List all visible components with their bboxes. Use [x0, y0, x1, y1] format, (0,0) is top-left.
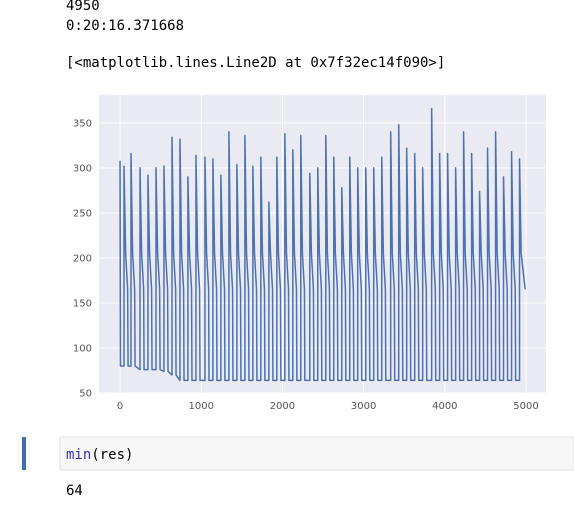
x-tick-label: 2000	[270, 401, 295, 412]
output-repr: [<matplotlib.lines.Line2D at 0x7f32ec14f…	[66, 55, 445, 71]
code: min(res)	[66, 447, 133, 463]
x-tick-label: 4000	[432, 401, 457, 412]
y-tick-label: 300	[73, 163, 92, 174]
y-tick-label: 100	[73, 343, 92, 354]
x-tick-label: 0	[117, 401, 123, 412]
y-tick-label: 250	[73, 208, 92, 219]
code-builtin: min	[66, 447, 91, 463]
x-tick-label: 5000	[513, 401, 538, 412]
data-line	[119, 107, 526, 382]
x-tick-label: 1000	[189, 401, 214, 412]
y-tick-label: 200	[73, 253, 92, 264]
x-tick-label: 3000	[351, 401, 376, 412]
code-cell[interactable]	[59, 436, 574, 471]
output-line: 0:20:16.371668	[66, 18, 184, 34]
ticks: 50 100 150 200 250 300 350 0 1000 2000 3000 4000 500…	[73, 118, 539, 412]
cell-selection-bar	[22, 437, 26, 470]
plot	[119, 107, 526, 382]
code-args: (res)	[91, 447, 133, 463]
grid	[99, 95, 546, 394]
output-line: 4950	[66, 0, 100, 14]
cell-output: 64	[66, 483, 83, 499]
y-tick-label: 350	[73, 118, 92, 129]
y-tick-label: 50	[79, 389, 92, 400]
y-tick-label: 150	[73, 298, 92, 309]
